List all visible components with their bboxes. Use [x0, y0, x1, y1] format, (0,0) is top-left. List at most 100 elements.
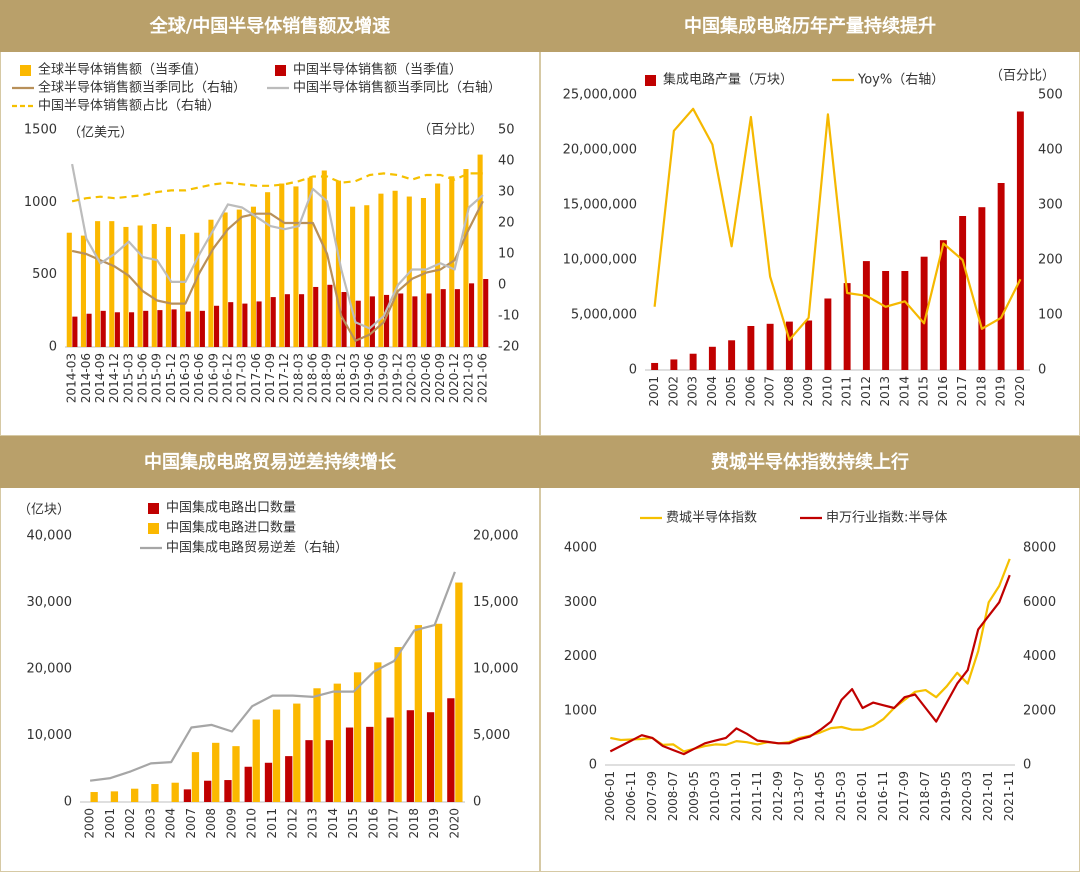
legend-label: 集成电路产量（万块） — [663, 72, 793, 88]
bar — [689, 353, 697, 370]
panel-header — [0, 436, 540, 488]
x-tick-label: 2011-11 — [750, 771, 764, 821]
chart-panel: 费城半导体指数持续上行 0 1000 2000 3000 4000 0 2000 4000 600… — [540, 436, 1080, 872]
x-tick-label: 2019-09 — [376, 353, 390, 403]
bar — [252, 719, 260, 802]
x-tick-label: 2017-03 — [235, 353, 249, 403]
bar — [256, 301, 262, 347]
line-series — [71, 163, 484, 330]
bar — [191, 752, 200, 802]
x-tick-label: 2021-06 — [475, 353, 489, 403]
y-tick-label: 25,000,000 — [563, 88, 637, 103]
bar — [279, 183, 285, 347]
legend-swatch — [20, 65, 31, 76]
bar — [414, 625, 423, 802]
bar — [242, 303, 248, 347]
bar — [939, 240, 947, 370]
x-tick-label: 2017-06 — [249, 353, 263, 403]
y2-tick-label: 0 — [1038, 363, 1046, 378]
x-tick-label: 2020-06 — [419, 353, 433, 403]
chart-title: 全球/中国半导体销售额及增速 — [149, 15, 391, 37]
bar — [194, 232, 200, 347]
bar — [412, 296, 418, 347]
y-tick-label: 10,000 — [27, 728, 73, 743]
x-tick-label: 2006-01 — [603, 771, 617, 821]
bar — [224, 780, 232, 802]
x-tick-label: 2008 — [204, 808, 218, 839]
x-tick-label: 2001 — [647, 376, 661, 407]
x-tick-label: 2004 — [164, 808, 178, 839]
x-tick-label: 2015-03 — [834, 771, 848, 821]
x-tick-label: 2017-09 — [897, 771, 911, 821]
x-tick-label: 2016-01 — [855, 771, 869, 821]
x-tick-label: 2010 — [245, 808, 259, 839]
bar — [272, 709, 281, 802]
legend-label: Yoy%（右轴） — [857, 73, 944, 88]
y2-tick-label: 500 — [1038, 88, 1063, 103]
bar — [199, 310, 205, 347]
x-tick-label: 2015-06 — [135, 353, 149, 403]
bar — [477, 154, 483, 347]
bar — [327, 284, 333, 347]
right-unit: （百分比） — [990, 69, 1055, 84]
y-tick-label: 20,000,000 — [563, 143, 637, 158]
y2-tick-label: 50 — [498, 123, 515, 138]
bar — [420, 197, 426, 347]
bar — [785, 321, 793, 370]
bar — [244, 766, 252, 802]
legend-label: 中国集成电路进口数量 — [166, 520, 296, 536]
panel-header — [540, 0, 1080, 52]
bar — [447, 698, 455, 802]
y2-tick-label: 8000 — [1023, 541, 1056, 556]
y2-tick-label: 5,000 — [473, 728, 510, 743]
y-tick-label: 0 — [629, 363, 637, 378]
bar — [236, 209, 242, 347]
bar — [151, 224, 157, 347]
x-tick-label: 2014 — [897, 376, 911, 407]
right-unit: （百分比） — [418, 123, 483, 138]
bar — [862, 261, 870, 370]
y2-tick-label: 30 — [498, 185, 515, 200]
legend-swatch — [148, 503, 159, 514]
bar — [293, 703, 301, 802]
bar — [80, 235, 86, 347]
legend-label: 中国集成电路出口数量 — [166, 500, 296, 516]
y2-tick-label: 0 — [1023, 758, 1031, 773]
y2-tick-label: 6000 — [1023, 595, 1056, 610]
y2-tick-label: 15,000 — [473, 595, 519, 610]
bar — [313, 688, 321, 802]
x-tick-label: 2015 — [917, 376, 931, 407]
bar — [204, 780, 212, 802]
y-tick-label: 1500 — [24, 123, 57, 138]
left-unit: （亿美元） — [68, 126, 133, 141]
x-tick-label: 2016-03 — [178, 353, 192, 403]
bar — [434, 623, 443, 802]
x-tick-label: 2021-03 — [461, 353, 475, 403]
x-tick-label: 2020-09 — [433, 353, 447, 403]
x-tick-label: 2018 — [407, 808, 421, 839]
bar — [110, 791, 119, 802]
y2-tick-label: 40 — [498, 154, 515, 169]
bar — [426, 293, 432, 347]
x-tick-label: 2000 — [83, 808, 97, 839]
y2-tick-label: 0 — [473, 795, 481, 810]
bar — [463, 169, 469, 347]
legend-label: 全球半导体销售额当季同比（右轴） — [38, 80, 246, 96]
bar — [285, 756, 293, 802]
bar — [222, 212, 228, 347]
bar — [265, 192, 271, 347]
y-tick-label: 15,000,000 — [563, 198, 637, 213]
bar — [307, 177, 313, 347]
chart-panel: 全球/中国半导体销售额及增速（亿美元） （百分比）050010001500-20-… — [0, 0, 540, 436]
y2-tick-label: 10 — [498, 247, 515, 262]
y2-tick-label: 300 — [1038, 198, 1063, 213]
y-tick-label: 1000 — [564, 703, 597, 718]
bar — [997, 183, 1005, 370]
y-tick-label: 4000 — [564, 541, 597, 556]
x-tick-label: 2020-03 — [960, 771, 974, 821]
bar — [123, 226, 129, 347]
x-tick-label: 2018-12 — [334, 353, 348, 403]
x-tick-label: 2018-06 — [305, 353, 319, 403]
y2-tick-label: 0 — [498, 278, 506, 293]
line-series — [609, 574, 1011, 756]
